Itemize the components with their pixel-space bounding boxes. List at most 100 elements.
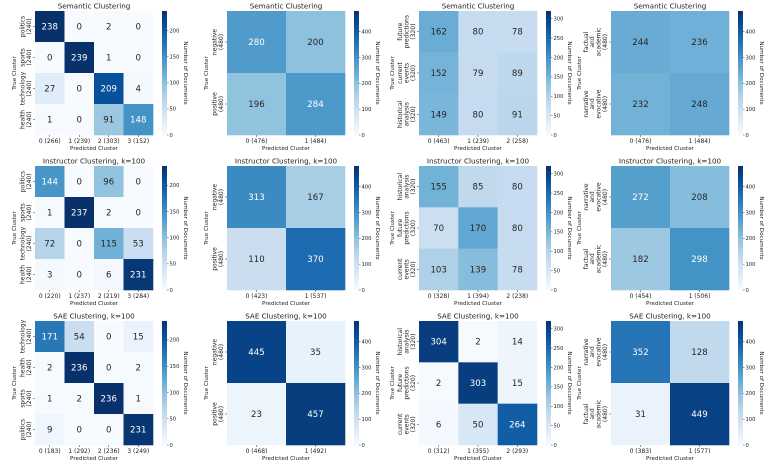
cell-value-label: 115 [101,240,117,250]
x-tick-label: 2 (238) [506,293,528,300]
y-tick-label: positive(480) [212,247,225,271]
heatmap-cell [286,73,346,136]
y-axis-label: True Cluster [204,211,210,246]
heatmap-cell [227,321,287,384]
y-axis-label: True Cluster [390,56,396,91]
y-tick-label: positive(480) [212,92,225,116]
y-tick-label: factualandacademic(480) [583,245,609,274]
cell-value-label: 50 [473,420,484,430]
cell-value-label: 4 [136,85,141,95]
cell-value-label: 236 [691,38,707,48]
heatmap-cell [35,259,65,291]
colorbar-tick-label: 100 [554,404,564,410]
heatmap-cell [419,248,459,291]
x-tick-label: 1 (577) [689,448,711,455]
colorbar-tick-label: 0 [746,133,749,139]
heatmap-panel-3: Semantic Clustering 244 236 232 248 0 (476) 1 … [577,2,764,153]
chart-title: Semantic Clustering [250,2,323,11]
y-tick-label: technology(240) [20,71,33,105]
colorbar-tick-label: 100 [362,262,372,268]
x-tick-label: 1 (355) [467,448,489,455]
x-tick-label: 0 (454) [630,293,652,300]
colorbar-tick-label: 0 [362,443,365,449]
cell-value-label: 91 [103,116,114,126]
cell-value-label: 91 [512,110,523,120]
cell-value-label: 2 [475,338,480,348]
heatmap-cell [64,73,95,105]
y-tick-label: positive(480) [212,402,225,426]
heatmap-cell [94,11,124,43]
cell-value-label: 152 [430,69,446,79]
cell-value-label: 196 [248,100,264,110]
heatmap-cell [227,228,287,291]
cell-value-label: 6 [436,420,441,430]
colorbar-tick-label: 0 [554,133,557,139]
colorbar-tick-label: 100 [170,390,180,396]
colorbar-tick-label: 250 [554,346,564,352]
cell-value-label: 445 [248,348,264,358]
colorbar-label: Number of Documents [374,196,380,259]
cell-value-label: 280 [248,38,264,48]
x-tick-label: 1 (239) [68,138,90,145]
heatmap-cell [35,42,65,74]
heatmap-panel-5: Instructor Clustering, k=100 313 167 110 370… [204,157,380,308]
y-axis-label: True Cluster [12,366,18,401]
cell-value-label: 80 [512,183,523,193]
colorbar [738,321,743,445]
x-axis-label: Predicted Cluster [454,456,503,462]
heatmap-cell [35,11,65,43]
colorbar-tick-label: 0 [746,288,749,294]
heatmap-panel-10: SAE Clustering, k=100 304 2 14 2 303 15 6 50 264 0… [390,312,572,463]
x-tick-label: 0 (476) [246,138,268,145]
heatmap-cell [64,197,95,229]
x-tick-label: 0 (476) [630,138,652,145]
cell-value-label: 80 [512,224,523,234]
x-tick-label: 1 (484) [305,138,327,145]
cell-value-label: 85 [473,183,484,193]
x-tick-label: 0 (312) [428,448,450,455]
x-tick-label: 3 (249) [127,448,149,455]
colorbar-tick-label: 200 [554,55,564,61]
cell-value-label: 264 [509,420,525,430]
heatmap-cell [94,383,124,415]
colorbar [738,166,743,290]
heatmap-cell [497,11,538,53]
heatmap-cell [458,321,498,363]
heatmap-cell [64,228,95,260]
colorbar-tick-label: 300 [746,365,756,371]
colorbar-tick-label: 250 [554,36,564,42]
heatmap-cell [670,228,730,291]
y-tick-label: technology(240) [20,319,33,353]
chart-title: SAE Clustering, k=100 [53,312,135,321]
cell-value-label: 237 [71,209,87,219]
cell-value-label: 0 [106,333,111,343]
cell-value-label: 209 [101,85,117,95]
colorbar-label: Number of Documents [566,196,572,259]
heatmap-cell [123,104,154,136]
cell-value-label: 0 [136,54,141,64]
cell-value-label: 0 [136,23,141,33]
y-axis-label: True Cluster [204,56,210,91]
colorbar-tick-label: 300 [554,172,564,178]
heatmap-cell [123,11,154,43]
cell-value-label: 0 [47,54,52,64]
cell-value-label: 14 [512,338,523,348]
heatmap-cell [611,321,671,384]
cell-value-label: 457 [307,410,323,420]
heatmap-cell [497,93,538,136]
x-axis-label: Predicted Cluster [70,146,119,152]
colorbar [546,166,551,290]
colorbar-tick-label: 200 [362,236,372,242]
heatmap-cell [64,414,95,446]
heatmap-cell [458,166,498,208]
colorbar-tick-label: 100 [746,417,756,423]
cell-value-label: 231 [130,426,146,436]
heatmap-cell [611,383,671,446]
heatmap-cell [419,52,459,94]
cell-value-label: 1 [136,395,141,405]
heatmap-cell [670,166,730,229]
colorbar-tick-label: 0 [554,443,557,449]
chart-title: Semantic Clustering [442,2,515,11]
cell-value-label: 0 [77,240,82,250]
